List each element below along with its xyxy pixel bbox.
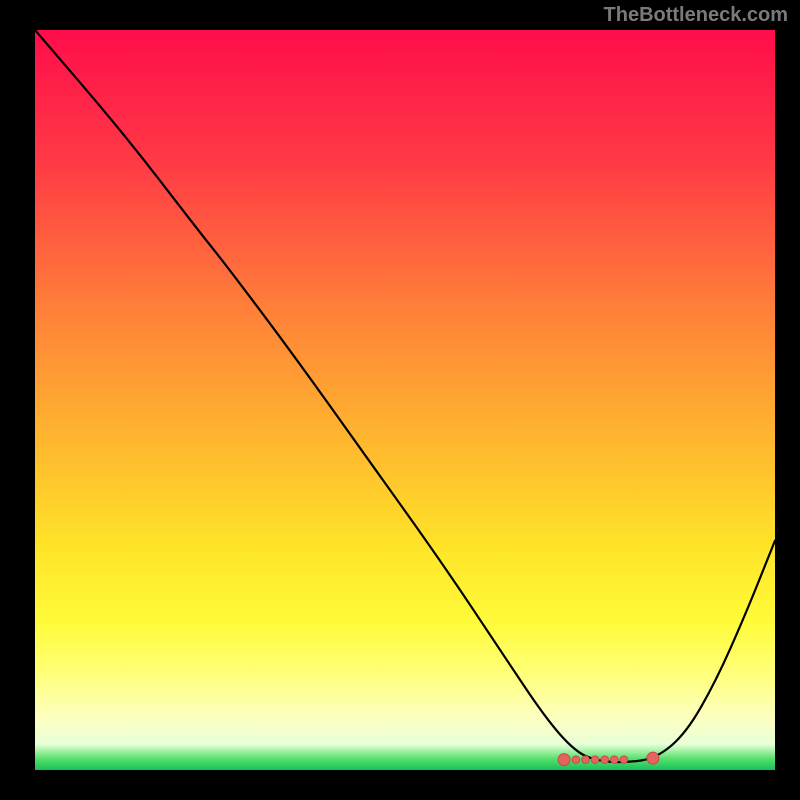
trough-marker	[611, 756, 619, 764]
chart-svg	[35, 30, 775, 770]
gradient-background	[35, 30, 775, 770]
trough-marker	[601, 756, 609, 764]
watermark-text: TheBottleneck.com	[604, 4, 788, 27]
trough-marker	[572, 756, 580, 764]
trough-marker	[558, 754, 570, 766]
trough-marker	[582, 756, 590, 764]
trough-marker	[620, 756, 628, 764]
trough-marker	[591, 756, 599, 764]
trough-marker	[647, 752, 659, 764]
chart-container	[35, 30, 775, 770]
